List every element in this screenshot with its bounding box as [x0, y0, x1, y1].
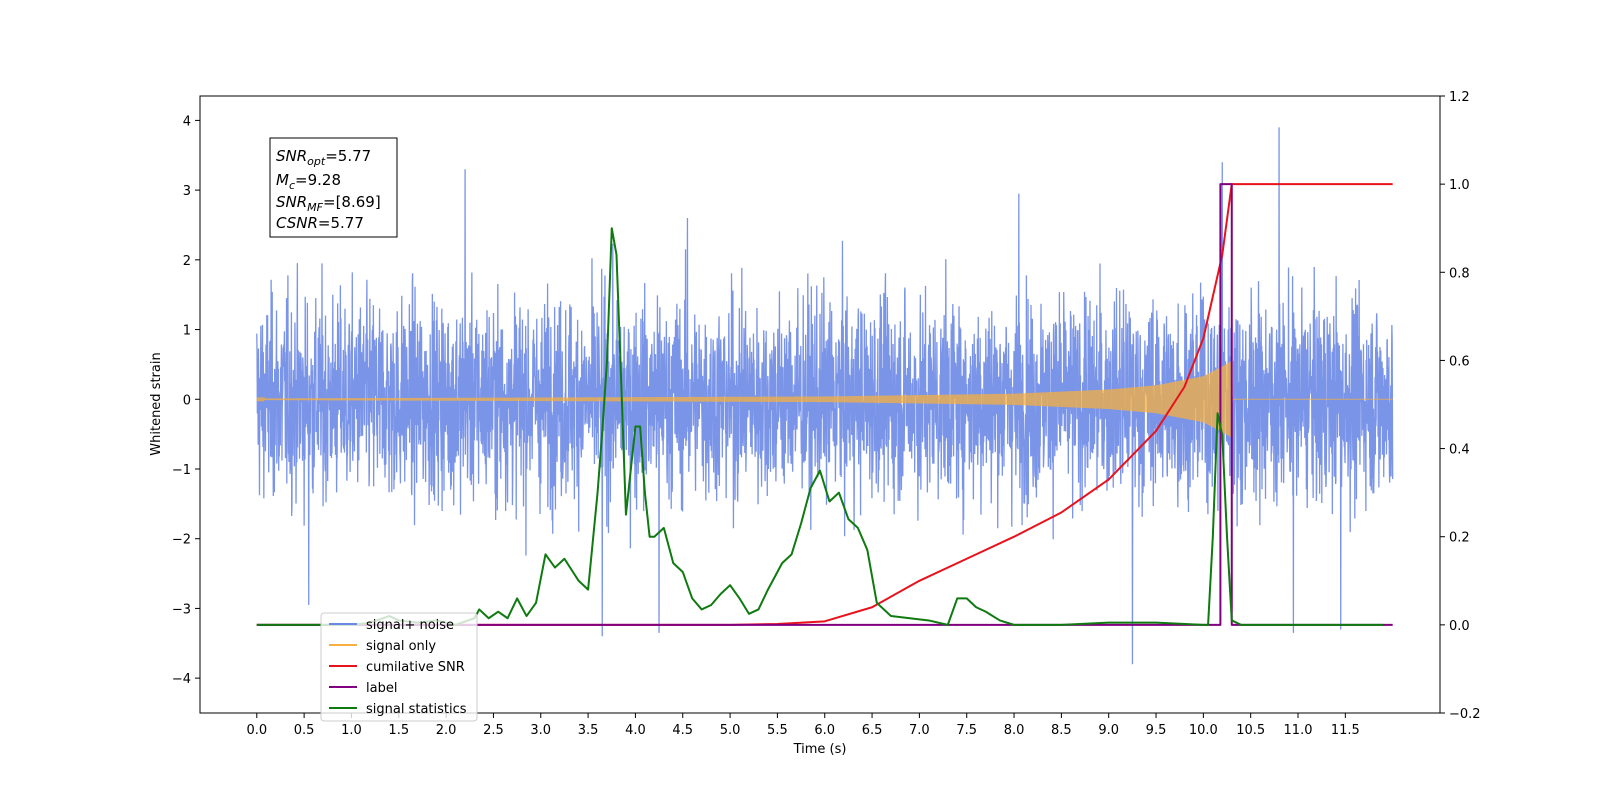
y-tick-label: −1	[172, 463, 191, 478]
x-tick-label: 7.0	[909, 723, 930, 738]
annotation-box: SNRopt=5.77 Mc=9.28 SNRMF=[8.69] CSNR=5.…	[269, 137, 398, 238]
snr-mf-value: =[8.69]	[323, 193, 381, 211]
x-tick-label: 2.5	[483, 723, 504, 738]
x-tick-label: 5.0	[720, 723, 741, 738]
x-tick-label: 8.0	[1004, 723, 1025, 738]
x-tick-label: 11.5	[1331, 723, 1360, 738]
x-tick-label: 6.0	[814, 723, 835, 738]
plot-series	[256, 127, 1394, 665]
x-tick-label: 1.5	[388, 723, 409, 738]
svg-text:CSNR=5.77: CSNR=5.77	[276, 214, 364, 232]
series-signal-statistics	[256, 227, 1384, 626]
x-tick-label: 10.0	[1189, 723, 1218, 738]
svg-text:SNRMF=[8.69]: SNRMF=[8.69]	[276, 193, 381, 214]
x-tick-label: 9.5	[1146, 723, 1167, 738]
y-tick-label: −2	[172, 533, 191, 548]
y2-tick-label: 1.0	[1449, 178, 1470, 193]
x-tick-label: 9.0	[1098, 723, 1119, 738]
legend-label-signal-noise: signal+ noise	[366, 618, 454, 633]
y-tick-label: −3	[172, 602, 191, 617]
y-tick-label: 3	[183, 184, 191, 199]
legend: signal+ noise signal only cumilative SNR…	[320, 612, 478, 722]
y-tick-label: −4	[172, 672, 191, 687]
x-axis-title: Time (s)	[793, 742, 847, 757]
x-tick-label: 4.5	[672, 723, 693, 738]
snr-opt-value: =5.77	[325, 147, 371, 165]
legend-label-signal-statistics: signal statistics	[366, 702, 467, 717]
x-tick-label: 10.5	[1236, 723, 1265, 738]
x-tick-label: 5.5	[767, 723, 788, 738]
x-tick-label: 6.5	[862, 723, 883, 738]
axes: 0.0 0.5 1.0 1.5 2.0 2.5 3.0 3.5 4.0 4.5 5.0 5.5 6.0 6…	[172, 90, 1481, 738]
x-tick-label: 3.5	[578, 723, 599, 738]
plot-frame	[199, 95, 1441, 714]
y2-tick-label: 0.2	[1449, 531, 1470, 546]
mc-value: =9.28	[295, 171, 341, 189]
y-axis-title: Whitened strain	[149, 352, 164, 455]
svg-text:Mc=9.28: Mc=9.28	[276, 171, 341, 192]
y2-tick-label: 0.6	[1449, 354, 1470, 369]
series-signal-only	[256, 361, 1393, 438]
y-tick-label: 0	[183, 393, 191, 408]
y2-tick-label: −0.2	[1449, 707, 1481, 722]
x-tick-label: 2.0	[436, 723, 457, 738]
legend-label-signal-only: signal only	[366, 639, 436, 654]
svg-text:SNRopt=5.77: SNRopt=5.77	[276, 147, 371, 168]
y2-tick-label: 0.8	[1449, 266, 1470, 281]
y-tick-label: 2	[183, 254, 191, 269]
x-tick-label: 3.0	[530, 723, 551, 738]
y-tick-label: 4	[183, 114, 191, 129]
series-cumulative-snr	[256, 183, 1393, 626]
y2-tick-label: 1.2	[1449, 90, 1470, 105]
x-tick-label: 8.5	[1051, 723, 1072, 738]
y2-tick-label: 0.0	[1449, 619, 1470, 634]
legend-label-cumulative-snr: cumilative SNR	[366, 660, 465, 675]
y2-tick-label: 0.4	[1449, 443, 1470, 458]
series-signal-noise	[256, 127, 1394, 665]
x-tick-label: 1.0	[341, 723, 362, 738]
csnr-value: =5.77	[318, 214, 364, 232]
x-tick-label: 4.0	[625, 723, 646, 738]
y-tick-label: 1	[183, 324, 191, 339]
legend-label-label: label	[366, 681, 397, 696]
x-tick-label: 0.0	[246, 723, 267, 738]
x-tick-label: 0.5	[294, 723, 315, 738]
x-tick-label: 7.5	[956, 723, 977, 738]
x-tick-label: 11.0	[1284, 723, 1313, 738]
